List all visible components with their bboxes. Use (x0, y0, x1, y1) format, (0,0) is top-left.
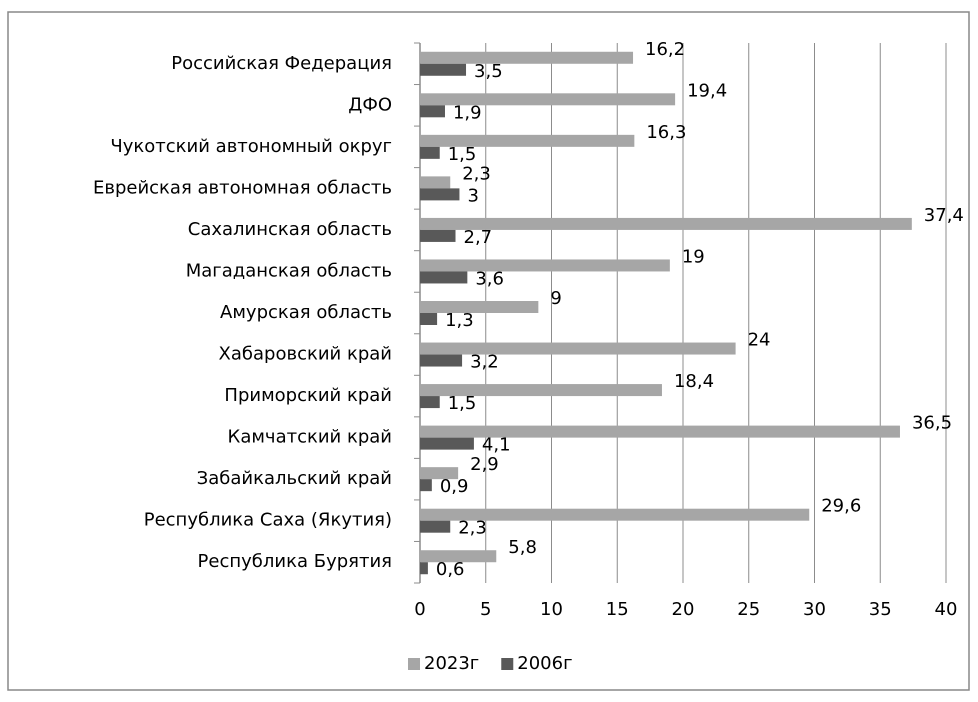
x-tick-label: 40 (935, 599, 958, 620)
data-label: 19,4 (687, 80, 727, 101)
y-tick-label: Приморский край (224, 385, 392, 406)
data-label: 1,5 (448, 393, 477, 414)
y-tick-label: Забайкальский край (197, 468, 392, 489)
x-tick-label: 20 (672, 599, 695, 620)
data-label: 18,4 (674, 371, 714, 392)
x-tick-label: 15 (606, 599, 629, 620)
bar (420, 467, 459, 480)
data-label: 2,3 (458, 518, 487, 539)
data-label: 2,3 (462, 163, 491, 184)
y-tick-label: Российская Федерация (171, 53, 392, 74)
y-tick-label: Республика Саха (Якутия) (144, 510, 392, 531)
x-tick-label: 25 (737, 599, 760, 620)
bar (420, 550, 497, 563)
legend-swatch (408, 658, 420, 670)
y-tick-label: Еврейская автономная область (93, 177, 392, 198)
y-tick-label: Сахалинская область (188, 219, 392, 240)
data-label: 0,6 (436, 559, 465, 580)
legend-label: 2006г (517, 653, 572, 674)
bar (420, 508, 810, 521)
data-label: 4,1 (482, 435, 511, 456)
data-label: 2,9 (470, 454, 499, 475)
data-label: 36,5 (912, 413, 952, 434)
data-label: 19 (682, 246, 705, 267)
data-label: 16,3 (646, 122, 686, 143)
data-label: 1,5 (448, 144, 477, 165)
legend-swatch (501, 658, 514, 670)
bar (420, 146, 440, 159)
bar (420, 342, 736, 355)
x-tick-label: 10 (540, 599, 563, 620)
data-label: 9 (550, 288, 561, 309)
y-tick-label: ДФО (348, 94, 392, 115)
y-tick-label: Хабаровский край (219, 344, 392, 365)
bar (420, 105, 445, 118)
data-label: 24 (748, 330, 771, 351)
bar (420, 134, 635, 147)
data-label: 3,6 (475, 268, 504, 289)
bar (420, 437, 474, 450)
y-tick-label: Чукотский автономный округ (110, 136, 392, 157)
data-label: 3,5 (474, 61, 503, 82)
bar (420, 562, 428, 575)
bar (420, 313, 438, 325)
x-tick-label: 0 (414, 599, 425, 620)
x-tick-label: 35 (869, 599, 892, 620)
x-tick-label: 30 (803, 599, 826, 620)
bar (420, 384, 662, 397)
bar (420, 217, 912, 230)
data-label: 37,4 (924, 205, 964, 226)
bar (420, 176, 451, 189)
bar (420, 63, 467, 76)
bar (420, 520, 451, 533)
bar (420, 301, 539, 313)
bar (420, 479, 432, 492)
bar (420, 396, 440, 409)
data-label: 2,7 (464, 227, 493, 248)
y-tick-label: Амурская область (220, 302, 392, 323)
y-tick-label: Камчатский край (228, 427, 392, 448)
data-label: 16,2 (645, 39, 685, 60)
bar (420, 51, 634, 64)
data-label: 3 (467, 185, 478, 206)
y-tick-label: Республика Бурятия (198, 551, 392, 572)
data-label: 1,3 (445, 310, 474, 331)
x-tick-label: 5 (480, 599, 491, 620)
data-label: 29,6 (821, 496, 861, 517)
data-label: 3,2 (470, 352, 499, 373)
data-label: 5,8 (508, 537, 537, 558)
bar (420, 271, 468, 284)
bar (420, 259, 670, 272)
data-label: 1,9 (453, 102, 482, 123)
data-label: 0,9 (440, 476, 469, 497)
bar (420, 354, 463, 367)
legend-label: 2023г (424, 653, 479, 674)
y-tick-label: Магаданская область (186, 260, 392, 281)
bar (420, 93, 676, 106)
bar (420, 229, 456, 242)
bar (420, 188, 460, 201)
bar (420, 425, 900, 438)
